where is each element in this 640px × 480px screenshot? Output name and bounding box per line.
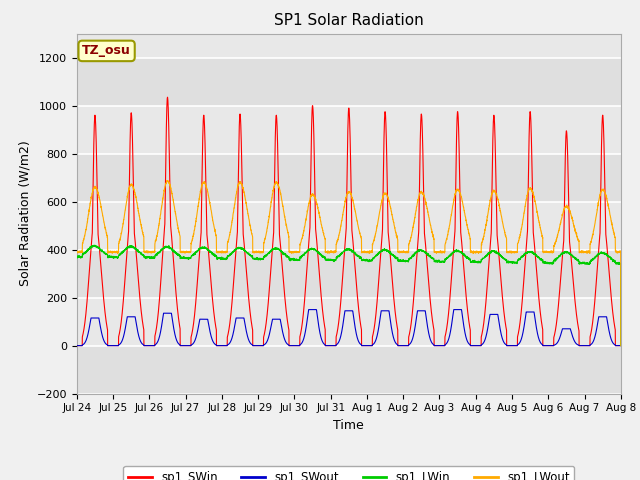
Bar xyxy=(77,58,621,106)
Bar xyxy=(77,154,621,202)
Legend: sp1_SWin, sp1_SWout, sp1_LWin, sp1_LWout: sp1_SWin, sp1_SWout, sp1_LWin, sp1_LWout xyxy=(124,466,574,480)
Text: TZ_osu: TZ_osu xyxy=(82,44,131,58)
X-axis label: Time: Time xyxy=(333,419,364,432)
Bar xyxy=(77,250,621,298)
Bar xyxy=(77,346,621,394)
Title: SP1 Solar Radiation: SP1 Solar Radiation xyxy=(274,13,424,28)
Y-axis label: Solar Radiation (W/m2): Solar Radiation (W/m2) xyxy=(18,141,31,287)
